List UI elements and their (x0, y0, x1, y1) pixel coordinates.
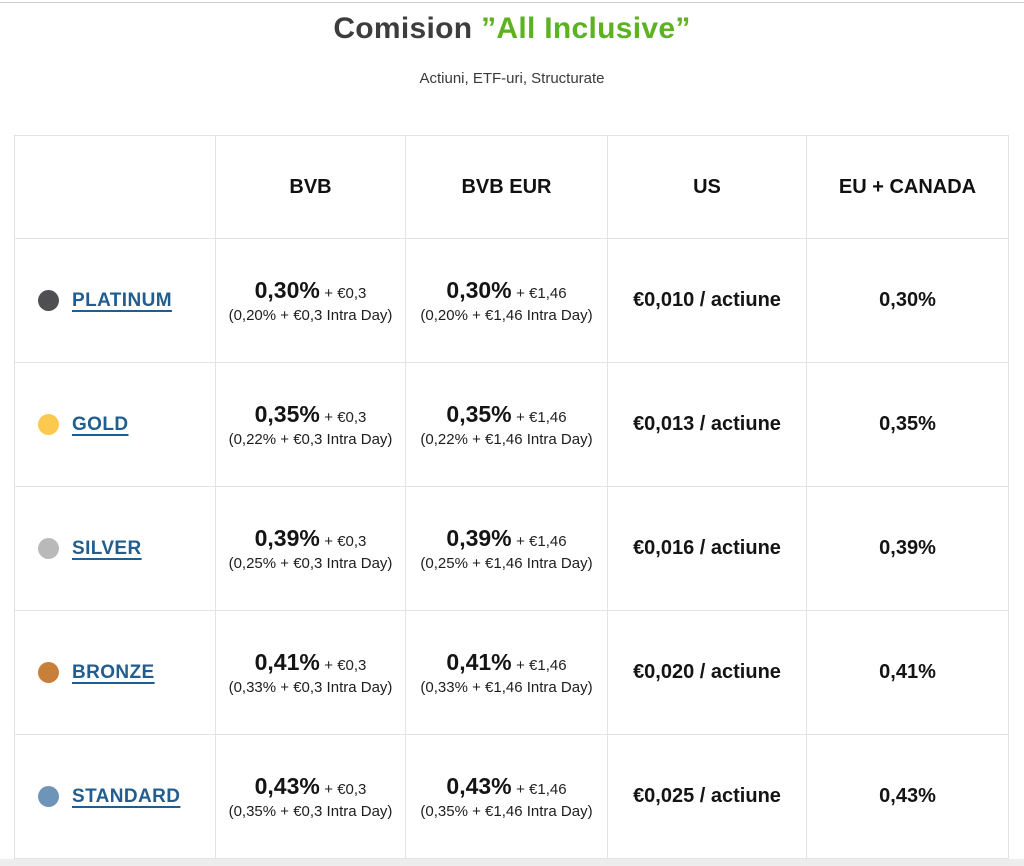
tier-link-gold[interactable]: GOLD (72, 413, 129, 435)
fee-rate: 0,43% (254, 773, 320, 799)
eu-canada-fee-cell: 0,39% (806, 486, 1009, 611)
tier-cell: BRONZE (14, 610, 216, 735)
tier-cell: STANDARD (14, 734, 216, 859)
tier-dot (38, 290, 59, 311)
tier-link-standard[interactable]: STANDARD (72, 785, 181, 807)
column-header-bvb-eur: BVB EUR (405, 135, 608, 239)
fee-fixed: + €0,3 (324, 657, 367, 674)
page-subtitle: Actiuni, ETF-uri, Structurate (419, 70, 605, 87)
fee-rate: 0,39% (254, 525, 320, 551)
bvb-fee-cell: 0,35% + €0,3 (0,22% + €0,3 Intra Day) (215, 362, 406, 487)
fee-fixed: + €0,3 (324, 533, 367, 550)
tier-cell: GOLD (14, 362, 216, 487)
fee-intraday: (0,25% + €1,46 Intra Day) (420, 555, 593, 572)
tier-dot (38, 538, 59, 559)
column-header-tier (14, 135, 216, 239)
bvb-fee-cell: 0,39% + €0,3 (0,25% + €0,3 Intra Day) (215, 486, 406, 611)
us-fee-cell: €0,016 / actiune (607, 486, 807, 611)
fee-rate: 0,41% (254, 649, 320, 675)
fee-rate: 0,39% (446, 525, 512, 551)
fee-intraday: (0,20% + €0,3 Intra Day) (228, 307, 393, 324)
tier-dot (38, 786, 59, 807)
page-title-main: Comision (333, 12, 473, 45)
bottom-background-strip (0, 859, 1024, 866)
fee-rate: 0,35% (254, 401, 320, 427)
fee-fixed: + €1,46 (516, 409, 567, 426)
fee-intraday: (0,22% + €0,3 Intra Day) (228, 431, 393, 448)
bvb-fee-cell: 0,43% + €0,3 (0,35% + €0,3 Intra Day) (215, 734, 406, 859)
fee-intraday: (0,35% + €0,3 Intra Day) (228, 803, 393, 820)
bvb-eur-fee-cell: 0,41% + €1,46 (0,33% + €1,46 Intra Day) (405, 610, 608, 735)
fee-intraday: (0,20% + €1,46 Intra Day) (420, 307, 593, 324)
fee-fixed: + €0,3 (324, 285, 367, 302)
header-row: BVB BVB EUR US EU + CANADA (14, 135, 1009, 239)
page-title: Comision ”All Inclusive” (0, 10, 1024, 47)
eu-canada-fee-cell: 0,30% (806, 238, 1009, 363)
fee-intraday: (0,33% + €0,3 Intra Day) (228, 679, 393, 696)
eu-canada-fee-cell: 0,41% (806, 610, 1009, 735)
fee-intraday: (0,33% + €1,46 Intra Day) (420, 679, 593, 696)
tier-dot (38, 414, 59, 435)
eu-canada-fee-cell: 0,35% (806, 362, 1009, 487)
tier-link-bronze[interactable]: BRONZE (72, 661, 155, 683)
fee-rate: 0,30% (254, 277, 320, 303)
column-header-us: US (607, 135, 807, 239)
fee-fixed: + €0,3 (324, 409, 367, 426)
pricing-table: BVB BVB EUR US EU + CANADA PLATINUM 0,30… (14, 135, 1009, 859)
table-row-gold: GOLD 0,35% + €0,3 (0,22% + €0,3 Intra Da… (14, 362, 1009, 487)
fee-rate: 0,35% (446, 401, 512, 427)
tier-link-platinum[interactable]: PLATINUM (72, 289, 172, 311)
fee-intraday: (0,25% + €0,3 Intra Day) (228, 555, 393, 572)
tier-cell: SILVER (14, 486, 216, 611)
tier-dot (38, 662, 59, 683)
fee-intraday: (0,35% + €1,46 Intra Day) (420, 803, 593, 820)
us-fee-cell: €0,025 / actiune (607, 734, 807, 859)
bvb-eur-fee-cell: 0,39% + €1,46 (0,25% + €1,46 Intra Day) (405, 486, 608, 611)
eu-canada-fee-cell: 0,43% (806, 734, 1009, 859)
bvb-eur-fee-cell: 0,43% + €1,46 (0,35% + €1,46 Intra Day) (405, 734, 608, 859)
bvb-eur-fee-cell: 0,30% + €1,46 (0,20% + €1,46 Intra Day) (405, 238, 608, 363)
bvb-fee-cell: 0,30% + €0,3 (0,20% + €0,3 Intra Day) (215, 238, 406, 363)
fee-rate: 0,30% (446, 277, 512, 303)
bvb-eur-fee-cell: 0,35% + €1,46 (0,22% + €1,46 Intra Day) (405, 362, 608, 487)
fee-intraday: (0,22% + €1,46 Intra Day) (420, 431, 593, 448)
tier-link-silver[interactable]: SILVER (72, 537, 142, 559)
pricing-table-container: BVB BVB EUR US EU + CANADA PLATINUM 0,30… (14, 135, 1024, 859)
column-header-bvb: BVB (215, 135, 406, 239)
bvb-fee-cell: 0,41% + €0,3 (0,33% + €0,3 Intra Day) (215, 610, 406, 735)
us-fee-cell: €0,020 / actiune (607, 610, 807, 735)
column-header-eu-canada: EU + CANADA (806, 135, 1009, 239)
fee-rate: 0,41% (446, 649, 512, 675)
fee-fixed: + €0,3 (324, 781, 367, 798)
us-fee-cell: €0,013 / actiune (607, 362, 807, 487)
fee-fixed: + €1,46 (516, 657, 567, 674)
table-row-silver: SILVER 0,39% + €0,3 (0,25% + €0,3 Intra … (14, 486, 1009, 611)
table-row-standard: STANDARD 0,43% + €0,3 (0,35% + €0,3 Intr… (14, 734, 1009, 859)
fee-fixed: + €1,46 (516, 533, 567, 550)
fee-rate: 0,43% (446, 773, 512, 799)
table-row-bronze: BRONZE 0,41% + €0,3 (0,33% + €0,3 Intra … (14, 610, 1009, 735)
tier-cell: PLATINUM (14, 238, 216, 363)
us-fee-cell: €0,010 / actiune (607, 238, 807, 363)
fee-fixed: + €1,46 (516, 781, 567, 798)
fee-fixed: + €1,46 (516, 285, 567, 302)
top-divider-line (0, 2, 1024, 3)
table-row-platinum: PLATINUM 0,30% + €0,3 (0,20% + €0,3 Intr… (14, 238, 1009, 363)
page-title-accent: ”All Inclusive” (481, 12, 691, 45)
